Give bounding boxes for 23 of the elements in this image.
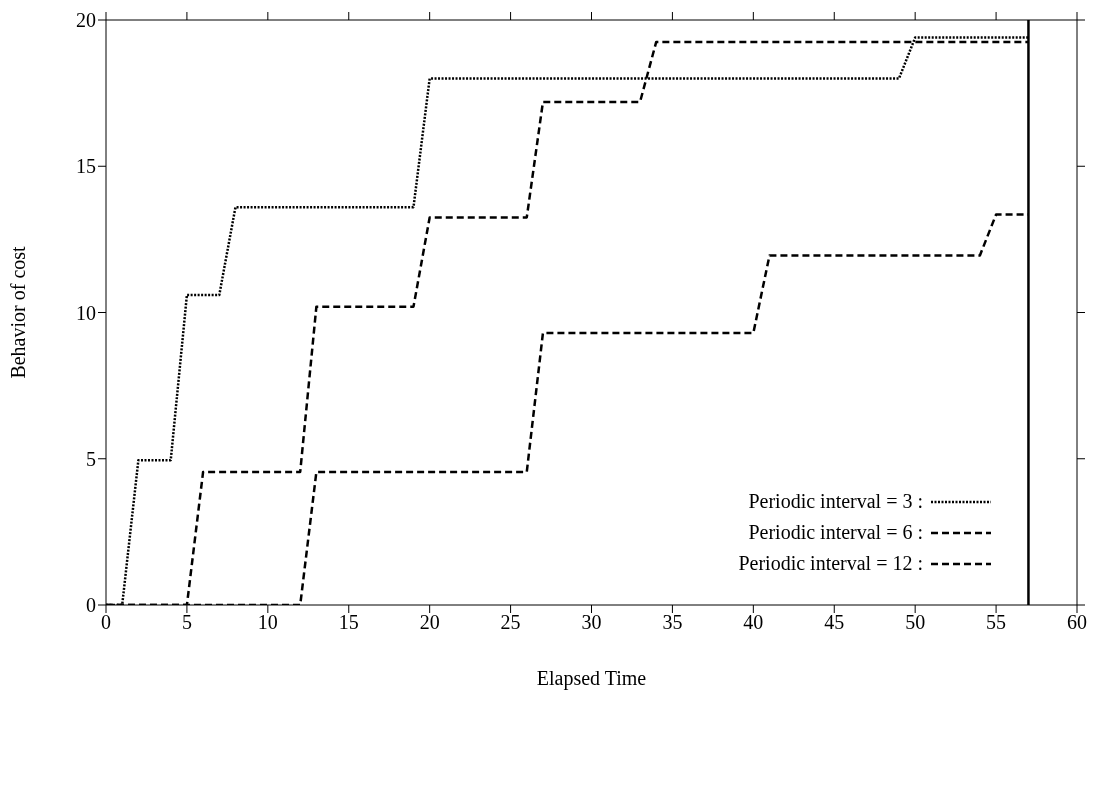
y-tick-label: 15 [76,155,96,178]
y-tick-label: 10 [76,301,96,324]
x-tick-label: 35 [662,611,683,634]
x-tick-label: 10 [257,611,278,634]
x-axis-title: Elapsed Time [536,667,647,690]
y-tick-label: 20 [76,9,96,32]
x-tick-label: 50 [905,611,926,634]
x-tick-label: 0 [101,611,111,634]
x-tick-label: 40 [743,611,764,634]
y-tick-label: 5 [86,447,96,470]
x-tick-label: 20 [419,611,440,634]
x-tick-label: 15 [338,611,359,634]
x-tick-label: 55 [986,611,1007,634]
x-tick-label: 30 [581,611,602,634]
legend-label: Periodic interval = 12 : [738,552,923,575]
y-tick-label: 0 [86,594,96,617]
x-tick-label: 60 [1067,611,1087,634]
x-tick-label: 5 [181,611,192,634]
y-axis-title: Behavior of cost [7,245,30,379]
x-tick-label: 45 [824,611,845,634]
x-tick-label: 25 [500,611,521,634]
legend-label: Periodic interval = 3 : [748,490,923,513]
legend-label: Periodic interval = 6 : [748,521,923,544]
